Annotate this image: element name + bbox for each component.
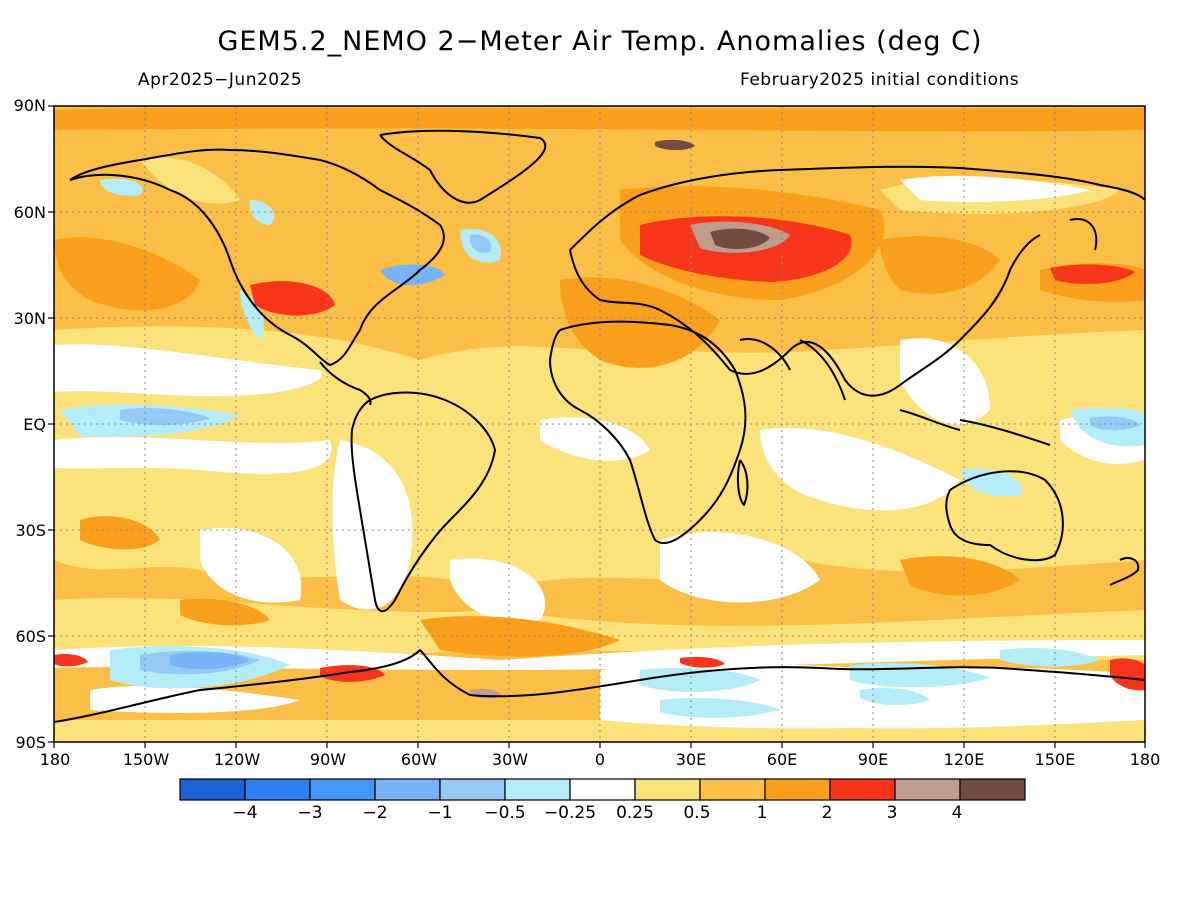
colorbar-swatch [829, 778, 896, 801]
forecast-period: Apr2025−Jun2025 [138, 70, 303, 90]
map-title: GEM5.2_NEMO 2−Meter Air Temp. Anomalies … [217, 26, 983, 57]
lon-label-150e: 150E [1034, 750, 1076, 769]
colorbar-swatch [179, 778, 246, 801]
lon-label-30w: 30W [491, 750, 529, 769]
graticule [54, 106, 1145, 742]
lon-label-180w: 180 [39, 750, 71, 769]
lon-label-90e: 90E [857, 750, 889, 769]
coastlines [54, 129, 1145, 723]
colorbar-label: 4 [951, 803, 963, 823]
colorbar-swatch [699, 778, 766, 801]
colorbar-swatch [439, 778, 506, 801]
colorbar-swatch [764, 778, 831, 801]
lon-label-120e: 120E [943, 750, 985, 769]
lon-label-0: 0 [594, 750, 606, 769]
colorbar-label: 0.5 [683, 803, 711, 823]
colorbar-label: −1 [427, 803, 453, 823]
lat-label-eq: EQ [23, 415, 46, 434]
colorbar-swatch [894, 778, 961, 801]
axis-ticks [48, 105, 1146, 748]
colorbar-label: −3 [297, 803, 323, 823]
colorbar-label: 2 [821, 803, 833, 823]
colorbar [179, 778, 1026, 801]
colorbar-label: −2 [362, 803, 388, 823]
colorbar-swatch [504, 778, 571, 801]
lon-label-90w: 90W [309, 750, 347, 769]
colorbar-swatch [244, 778, 311, 801]
colorbar-swatch [569, 778, 636, 801]
lat-label-90n: 90N [13, 96, 46, 115]
lat-label-60n: 60N [13, 203, 46, 222]
lat-label-30n: 30N [13, 309, 46, 328]
colorbar-label: −4 [232, 803, 258, 823]
lat-label-30s: 30S [15, 521, 46, 540]
colorbar-swatch [959, 778, 1026, 801]
colorbar-swatch [634, 778, 701, 801]
lon-label-30e: 30E [675, 750, 707, 769]
colorbar-swatch [374, 778, 441, 801]
lat-label-90s: 90S [15, 733, 46, 752]
colorbar-label: 1 [756, 803, 768, 823]
colorbar-swatch [309, 778, 376, 801]
lon-label-60w: 60W [400, 750, 438, 769]
lon-label-60e: 60E [766, 750, 798, 769]
colorbar-label: −0.5 [484, 803, 526, 823]
colorbar-label: −0.25 [543, 803, 597, 823]
lat-label-60s: 60S [15, 627, 46, 646]
initial-conditions: February2025 initial conditions [740, 70, 1020, 90]
colorbar-label: 0.25 [616, 803, 654, 823]
lon-label-180e: 180 [1129, 750, 1161, 769]
lon-label-150w: 150W [122, 750, 170, 769]
lon-label-120w: 120W [213, 750, 261, 769]
colorbar-label: 3 [886, 803, 898, 823]
